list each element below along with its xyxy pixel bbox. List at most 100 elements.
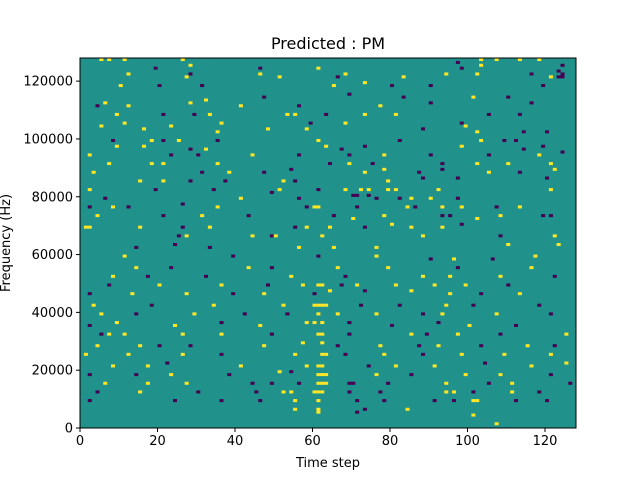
heatmap-cell <box>556 69 561 73</box>
heatmap-cell <box>297 245 302 249</box>
heatmap-cell <box>548 352 553 356</box>
heatmap-cell <box>157 344 162 348</box>
heatmap-cell <box>335 266 340 270</box>
heatmap-cell <box>316 283 321 287</box>
heatmap-cell <box>506 162 511 166</box>
heatmap-cell <box>382 167 387 171</box>
heatmap-cell <box>517 292 522 296</box>
heatmap-cell <box>421 127 426 131</box>
heatmap-cell <box>529 266 534 270</box>
heatmap-cell <box>316 66 321 70</box>
heatmap-cell <box>173 399 178 403</box>
heatmap-cell <box>440 167 445 171</box>
heatmap-cell <box>281 390 286 394</box>
heatmap-cell <box>552 234 557 238</box>
heatmap-cell <box>269 234 274 238</box>
heatmap-cell <box>188 72 193 76</box>
heatmap-cell <box>347 162 352 166</box>
heatmap-cell <box>498 234 503 238</box>
heatmap-cell <box>273 234 278 238</box>
heatmap-cell <box>188 179 193 183</box>
heatmap-cell <box>246 214 251 218</box>
heatmap-cell <box>455 176 460 180</box>
heatmap-cell <box>176 138 181 142</box>
heatmap-cell <box>250 381 255 385</box>
heatmap-cell <box>413 205 418 209</box>
heatmap-cell <box>556 243 561 247</box>
heatmap-cell <box>486 153 491 157</box>
heatmap-cell <box>362 144 367 148</box>
heatmap-cell <box>347 321 352 325</box>
heatmap-cell <box>87 373 92 377</box>
heatmap-cell <box>200 170 205 174</box>
heatmap-cell <box>200 84 205 88</box>
heatmap-cell <box>351 216 356 221</box>
heatmap-cell <box>320 352 325 356</box>
heatmap-cell <box>149 162 154 166</box>
y-tick-label: 40000 <box>32 306 73 321</box>
heatmap-cell <box>223 179 228 183</box>
heatmap-cell <box>486 112 491 116</box>
heatmap-cell <box>355 399 360 403</box>
heatmap-cell <box>529 101 534 105</box>
heatmap-cell <box>479 58 484 62</box>
heatmap-cell <box>448 292 453 296</box>
heatmap-cell <box>552 344 557 348</box>
heatmap-cell <box>176 234 181 238</box>
heatmap-cell <box>107 58 112 62</box>
heatmap-cell <box>130 292 135 296</box>
heatmap-cell <box>87 323 92 327</box>
heatmap-cell <box>409 373 414 377</box>
heatmap-cell <box>463 373 468 377</box>
heatmap-cell <box>440 162 445 166</box>
heatmap-cell <box>440 312 445 316</box>
heatmap-cell <box>316 332 321 336</box>
heatmap-cell <box>517 58 522 62</box>
heatmap-cell <box>219 321 224 325</box>
heatmap-cell <box>362 112 367 116</box>
heatmap-cell <box>421 352 426 356</box>
heatmap-cell <box>293 352 298 356</box>
heatmap-cell <box>328 289 333 293</box>
heatmap-cell <box>320 321 325 325</box>
heatmap-cell <box>506 283 511 287</box>
heatmap-cell <box>95 104 100 108</box>
heatmap-cell <box>366 188 371 192</box>
heatmap-cell <box>293 179 298 183</box>
heatmap-cell <box>180 352 185 356</box>
heatmap-cell <box>331 245 336 249</box>
heatmap-cell <box>479 63 484 67</box>
heatmap-cell <box>331 84 336 88</box>
heatmap-cell <box>204 274 209 278</box>
heatmap-cell <box>308 121 313 125</box>
heatmap-cell <box>277 370 282 374</box>
heatmap-cell <box>192 112 197 116</box>
heatmap-cell <box>421 234 426 238</box>
heatmap-cell <box>548 214 553 218</box>
heatmap-cell <box>258 72 263 76</box>
heatmap-cell <box>169 373 174 377</box>
heatmap-cell <box>366 193 371 197</box>
heatmap-cell <box>293 407 298 411</box>
heatmap-cell <box>370 162 375 166</box>
heatmap-cell <box>269 332 274 336</box>
heatmap-cell <box>316 410 321 414</box>
heatmap-cell <box>161 162 166 166</box>
heatmap-cell <box>145 381 150 385</box>
heatmap-cell <box>421 274 426 278</box>
heatmap-cell <box>335 312 340 316</box>
heatmap-cell <box>114 321 119 325</box>
heatmap-cell <box>297 381 302 385</box>
heatmap-cell <box>382 214 387 218</box>
heatmap-cell <box>242 312 247 316</box>
heatmap-cell <box>486 170 491 174</box>
heatmap-cell <box>126 352 131 356</box>
heatmap-cell <box>405 407 410 411</box>
heatmap-cell <box>238 196 243 200</box>
heatmap-cell <box>498 214 503 218</box>
heatmap-cell <box>231 254 236 258</box>
heatmap-cell <box>103 101 108 105</box>
heatmap-cell <box>463 124 468 128</box>
heatmap-cell <box>316 303 321 307</box>
